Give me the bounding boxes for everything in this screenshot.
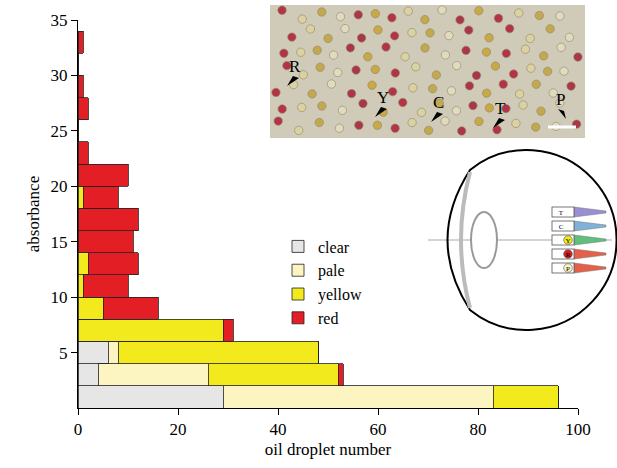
svg-text:P: P: [566, 265, 570, 273]
svg-text:35: 35: [51, 11, 68, 30]
svg-text:40: 40: [270, 420, 287, 439]
svg-text:30: 30: [51, 66, 68, 85]
svg-text:100: 100: [565, 420, 591, 439]
svg-text:T: T: [495, 99, 506, 118]
svg-text:C: C: [433, 93, 444, 112]
svg-text:T: T: [559, 209, 564, 217]
svg-text:yellow: yellow: [318, 286, 362, 304]
svg-text:red: red: [318, 310, 338, 327]
svg-text:oil droplet number: oil droplet number: [265, 440, 392, 459]
svg-text:5: 5: [59, 344, 68, 363]
svg-text:R: R: [289, 57, 301, 76]
svg-text:Y: Y: [377, 88, 389, 107]
svg-text:R: R: [566, 251, 571, 259]
svg-text:absorbance: absorbance: [24, 176, 43, 252]
svg-text:clear: clear: [318, 239, 350, 256]
svg-text:10: 10: [51, 288, 68, 307]
svg-text:pale: pale: [318, 262, 345, 280]
svg-text:P: P: [556, 90, 565, 109]
svg-text:Y: Y: [565, 237, 570, 245]
svg-text:0: 0: [74, 420, 83, 439]
svg-text:20: 20: [51, 177, 68, 196]
svg-text:25: 25: [51, 122, 68, 141]
svg-text:80: 80: [470, 420, 487, 439]
svg-text:15: 15: [51, 233, 68, 252]
svg-text:C: C: [559, 223, 564, 231]
svg-text:60: 60: [370, 420, 387, 439]
svg-text:20: 20: [170, 420, 187, 439]
